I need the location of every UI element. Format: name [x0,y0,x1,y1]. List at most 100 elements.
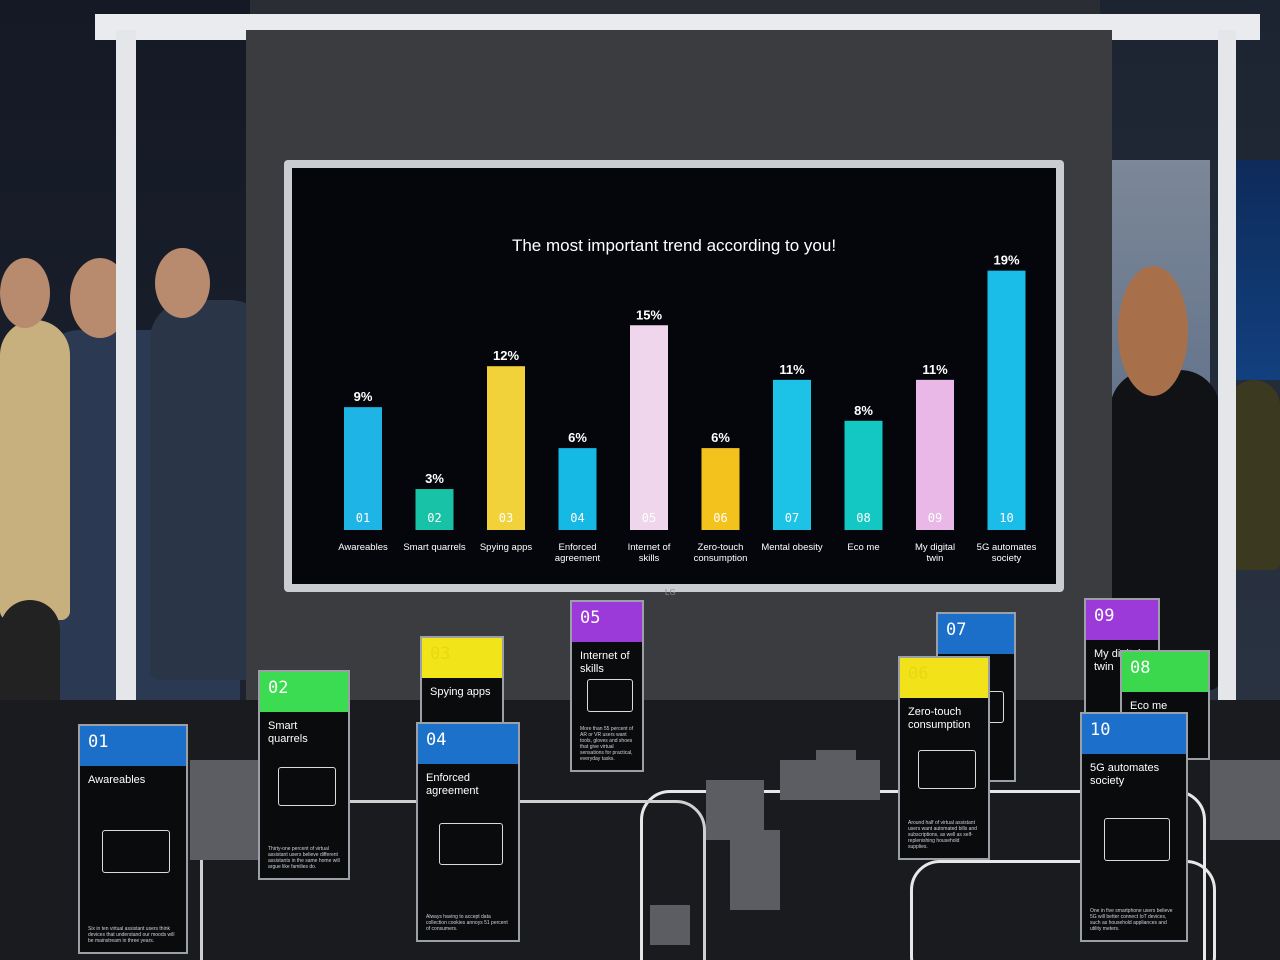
trend-card-title: Zero-touch consumption [908,706,971,731]
model-building [1210,760,1280,840]
trend-card-title: Internet of skills [580,650,630,675]
booth-frame-left [116,30,136,720]
trend-card-number: 10 [1082,714,1186,754]
trend-card-description: One in five smartphone users believe 5G … [1090,908,1173,932]
trend-card-08: 08 Eco me [1120,650,1210,760]
bar-chart: 9% 01 Awareables 3% 02 Smart quarrels 12% 03 Spy… [338,253,1037,564]
trend-card-number: 07 [938,614,1014,654]
bar-value-label: 6% [711,430,730,445]
trend-card-title: Eco me [1130,700,1168,712]
bar-09 [916,379,954,530]
bar-number-label: 01 [356,511,370,525]
bar-value-label: 19% [993,253,1019,268]
bar-number-label: 08 [856,511,870,525]
category-label: My digital [915,542,955,553]
bar-value-label: 8% [854,403,873,418]
bar-06 [701,448,740,530]
trend-card-description: More than 55 percent of AR or VR users w… [580,726,634,762]
trend-card-number: 03 [422,638,502,678]
bar-number-label: 07 [785,511,799,525]
bar-value-label: 12% [493,348,519,363]
trend-card-04: 04 Enforced agreement Always having to acc… [416,722,520,942]
trend-card-title: Smart quarrels [268,720,308,745]
bar-05 [630,325,668,530]
model-building [816,750,856,770]
tv-display: The most important trend according to yo… [284,160,1064,592]
visitor-silhouette [1228,380,1280,570]
trend-illustration-icon [278,766,336,807]
trend-illustration-icon [586,679,634,713]
model-building [730,830,780,910]
category-label: Enforced [558,542,596,553]
bar-number-label: 09 [928,511,942,525]
bar-02 [415,489,454,530]
trend-card-05: 05 Internet of skills More than 55 percent… [570,600,644,772]
bar-value-label: 6% [568,430,587,445]
bar-number-label: 03 [499,511,513,525]
trend-card-06: 06 Zero-touch consumption Around half of v… [898,656,990,860]
booth-frame-right [1218,30,1236,720]
trend-card-description: Thirty-one percent of virtual assistant … [268,846,340,870]
chart-title: The most important trend according to yo… [511,236,837,255]
trend-card-number: 02 [260,672,348,712]
category-label: Zero-touch [698,542,744,553]
trend-card-description: Around half of virtual assistant users w… [908,820,977,850]
model-building [190,760,260,860]
trend-card-description: Always having to accept data collection … [426,914,508,932]
trend-card-title: Enforced agreement [426,772,479,797]
bar-10 [987,270,1026,530]
bar-value-label: 9% [354,389,373,404]
bar-value-label: 3% [425,471,444,486]
tv-screen: The most important trend according to yo… [292,168,1056,584]
category-label: 5G automates [977,542,1037,553]
category-label: twin [927,553,944,564]
trend-card-02: 02 Smart quarrels Thirty-one percent of vi… [258,670,350,880]
trend-card-description: Six in ten virtual assistant users think… [88,926,175,944]
visitor-head [155,248,210,318]
visitor-head [0,258,50,328]
trend-card-number: 04 [418,724,518,764]
trend-illustration-icon [102,829,170,873]
trend-card-10: 10 5G automates society One in five smartp… [1080,712,1188,942]
trend-illustration-icon [918,749,976,789]
trend-illustration-icon [1103,817,1171,861]
category-label: consumption [694,553,748,564]
trend-card-number: 01 [80,726,186,766]
category-label: Awareables [338,542,388,553]
trend-card-number: 08 [1122,652,1208,692]
category-label: agreement [555,553,601,564]
model-building [650,905,690,945]
bar-value-label: 15% [636,307,662,322]
category-label: Internet of [628,542,671,553]
category-label: Spying apps [480,542,533,553]
category-label: Mental obesity [761,542,823,553]
trend-card-number: 09 [1086,600,1158,640]
trend-card-title: Spying apps [430,686,491,698]
category-label: skills [639,553,660,564]
bar-number-label: 06 [713,511,727,525]
bar-number-label: 02 [427,511,441,525]
trend-card-01: 01 Awareables Six in ten virtual assistant… [78,724,188,954]
bar-08 [844,420,883,530]
bar-number-label: 10 [999,511,1013,525]
category-label: Eco me [847,542,879,553]
trend-card-title: 5G automates society [1090,762,1160,787]
visitor-silhouette [0,320,70,620]
trend-card-number: 06 [900,658,988,698]
bar-03 [487,366,525,530]
bar-value-label: 11% [779,362,805,377]
bar-number-label: 05 [642,511,656,525]
trend-card-number: 05 [572,602,642,642]
category-label: society [992,553,1022,564]
trend-card-title: Awareables [88,774,146,786]
bar-value-label: 11% [922,362,948,377]
category-label: Smart quarrels [403,542,466,553]
bar-04 [558,448,597,530]
bar-07 [773,379,811,530]
table-light-strip [910,860,1216,960]
bar-number-label: 04 [570,511,584,525]
bar-01 [344,407,382,530]
background-security-screen [1230,160,1280,380]
trend-card-03: 03 Spying apps [420,636,504,736]
